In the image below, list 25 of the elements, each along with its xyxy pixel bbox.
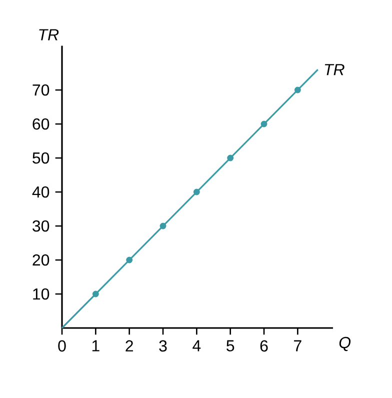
x-tick-label: 6 — [260, 340, 268, 352]
y-tick-label: 20 — [32, 254, 50, 266]
x-tick-label: 4 — [192, 340, 201, 352]
y-tick-label: 10 — [33, 288, 50, 300]
point — [260, 120, 268, 128]
x-tick-label: 3 — [159, 340, 167, 352]
series-label: TR — [324, 64, 344, 76]
point — [126, 256, 133, 264]
point — [294, 86, 301, 94]
x-tick-label: 7 — [294, 340, 302, 352]
point — [193, 188, 200, 196]
y-tick-label: 60 — [32, 118, 50, 130]
y-tick-label: 30 — [32, 220, 50, 232]
y-tick-label: 50 — [32, 152, 50, 164]
y-axis-title: TR — [39, 29, 59, 40]
y-tick-label: 70 — [32, 84, 50, 96]
x-axis-title: Q — [339, 336, 351, 352]
x-tick-label: 2 — [126, 340, 133, 352]
x-tick-label: 1 — [92, 340, 100, 352]
point — [160, 222, 166, 230]
point — [92, 290, 99, 298]
x-tick-label: 0 — [58, 340, 66, 352]
point — [227, 154, 234, 162]
x-tick-label: 5 — [226, 340, 234, 352]
y-tick-label: 40 — [32, 186, 50, 198]
